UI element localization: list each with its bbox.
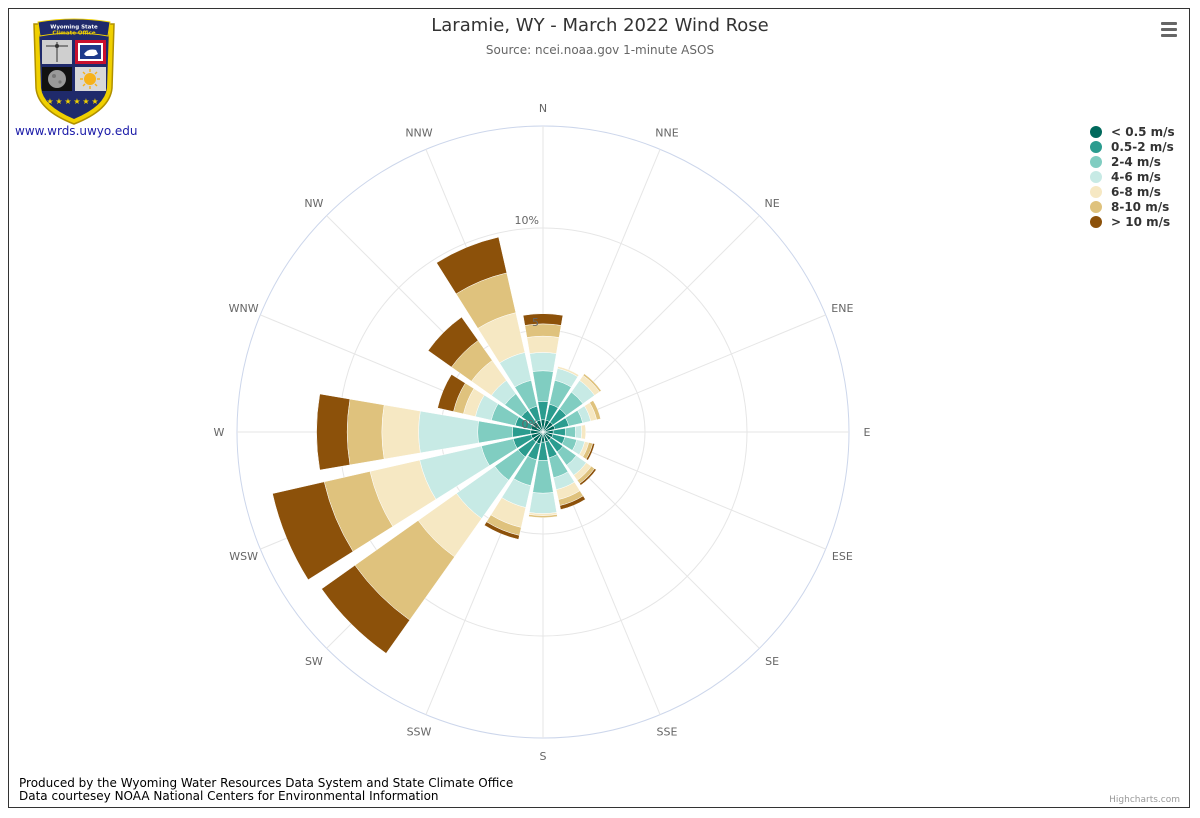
direction-label-ne: NE xyxy=(765,197,780,210)
direction-label-wsw: WSW xyxy=(229,550,258,563)
bar-segment-n-series-4[interactable] xyxy=(526,335,560,354)
bar-segment-ene-series-5[interactable] xyxy=(589,400,601,421)
direction-label-ese: ESE xyxy=(832,550,853,563)
footer-line2: Data courtesey NOAA National Centers for… xyxy=(19,789,439,803)
highcharts-credits-link[interactable]: Highcharts.com xyxy=(1109,795,1180,805)
bar-segment-ssw-series-6[interactable] xyxy=(483,521,520,540)
direction-label-e: E xyxy=(864,426,871,439)
direction-label-nne: NNE xyxy=(655,127,678,140)
legend-label: 0.5-2 m/s xyxy=(1111,139,1174,154)
legend-label: > 10 m/s xyxy=(1111,214,1171,229)
chart-title: Laramie, WY - March 2022 Wind Rose xyxy=(431,15,769,36)
bar-segment-nw-series-6[interactable] xyxy=(427,316,479,368)
svg-text:★: ★ xyxy=(55,97,62,106)
svg-text:★: ★ xyxy=(82,97,89,106)
bar-segment-e-series-4[interactable] xyxy=(580,424,587,440)
svg-text:★: ★ xyxy=(64,97,71,106)
direction-label-n: N xyxy=(539,102,547,115)
y-tick-label: 0% xyxy=(522,418,539,431)
footer: Produced by the Wyoming Water Resources … xyxy=(19,777,513,803)
legend-color-dot xyxy=(1090,215,1102,228)
legend-color-dot xyxy=(1090,200,1102,213)
bar-segment-e-series-2[interactable] xyxy=(564,426,576,438)
bar-segment-se-series-6[interactable] xyxy=(579,468,597,486)
direction-label-se: SE xyxy=(765,655,779,668)
svg-text:★: ★ xyxy=(91,97,98,106)
svg-text:★: ★ xyxy=(73,97,80,106)
bar-segment-n-series-3[interactable] xyxy=(529,352,557,372)
footer-line1: Produced by the Wyoming Water Resources … xyxy=(19,776,514,790)
legend-color-dot xyxy=(1090,185,1102,198)
direction-label-nnw: NNW xyxy=(405,127,432,140)
legend-color-dot xyxy=(1090,155,1102,168)
legend-label: 2-4 m/s xyxy=(1111,154,1161,169)
logo-url-link[interactable]: www.wrds.uwyo.edu xyxy=(15,124,138,138)
direction-label-ene: ENE xyxy=(831,302,853,315)
bar-segment-n-series-6[interactable] xyxy=(522,313,564,326)
direction-label-sse: SSE xyxy=(657,725,678,738)
legend-item[interactable]: < 0.5 m/s xyxy=(1088,124,1175,139)
legend-item[interactable]: 0.5-2 m/s xyxy=(1088,139,1175,154)
legend-color-dot xyxy=(1090,125,1102,138)
logo-banner-line2: Climate Office xyxy=(52,31,96,37)
bar-segment-s-series-2[interactable] xyxy=(532,459,554,494)
direction-label-wnw: WNW xyxy=(229,302,259,315)
y-tick-label: 5 xyxy=(532,316,539,329)
legend-item[interactable]: > 10 m/s xyxy=(1088,214,1175,229)
chart-subtitle: Source: ncei.noaa.gov 1-minute ASOS xyxy=(485,43,715,57)
bar-segment-s-series-3[interactable] xyxy=(528,492,558,514)
direction-label-s: S xyxy=(540,750,547,763)
legend-color-dot xyxy=(1090,170,1102,183)
bar-segment-n-series-2[interactable] xyxy=(532,370,554,403)
chart-frame xyxy=(8,8,1190,808)
y-tick-label: 10% xyxy=(515,214,539,227)
direction-label-w: W xyxy=(214,426,225,439)
legend-label: 6-8 m/s xyxy=(1111,184,1161,199)
bar-segment-nnw-series-6[interactable] xyxy=(436,236,508,295)
bar-segment-w-series-3[interactable] xyxy=(418,410,479,454)
bar-segment-sw-series-6[interactable] xyxy=(321,564,411,654)
svg-text:★: ★ xyxy=(46,97,53,106)
climate-office-logo: Wyoming State Climate Office ★ ★ ★ ★ ★ ★ xyxy=(28,18,120,126)
legend-label: 8-10 m/s xyxy=(1111,199,1170,214)
bar-segment-nne-series-4[interactable] xyxy=(557,366,580,378)
bar-segment-wsw-series-6[interactable] xyxy=(272,481,354,581)
legend-label: 4-6 m/s xyxy=(1111,169,1161,184)
hamburger-menu-icon[interactable] xyxy=(1158,22,1180,40)
direction-label-ssw: SSW xyxy=(407,725,432,738)
bar-segment-sse-series-6[interactable] xyxy=(559,495,586,510)
bar-segment-s-series-5[interactable] xyxy=(528,514,558,518)
bar-segment-n-series-5[interactable] xyxy=(524,323,562,338)
direction-label-nw: NW xyxy=(304,197,323,210)
legend-item[interactable]: 8-10 m/s xyxy=(1088,199,1175,214)
legend: < 0.5 m/s 0.5-2 m/s 2-4 m/s 4-6 m/s 6-8 m/s 8… xyxy=(1088,124,1175,229)
bar-segment-e-series-3[interactable] xyxy=(574,425,583,439)
direction-label-sw: SW xyxy=(305,655,323,668)
bar-segment-ese-series-6[interactable] xyxy=(585,443,596,461)
bar-segment-w-series-2[interactable] xyxy=(477,420,514,444)
legend-item[interactable]: 2-4 m/s xyxy=(1088,154,1175,169)
bar-segment-w-series-5[interactable] xyxy=(346,398,385,466)
bar-segment-w-series-4[interactable] xyxy=(381,404,421,460)
bar-segment-wnw-series-6[interactable] xyxy=(437,374,466,412)
bar-segment-ne-series-5[interactable] xyxy=(582,373,602,393)
legend-label: < 0.5 m/s xyxy=(1111,124,1175,139)
legend-item[interactable]: 6-8 m/s xyxy=(1088,184,1175,199)
legend-item[interactable]: 4-6 m/s xyxy=(1088,169,1175,184)
bar-segment-w-series-6[interactable] xyxy=(316,393,351,471)
logo-banner-line1: Wyoming State xyxy=(50,25,98,31)
legend-color-dot xyxy=(1090,140,1102,153)
